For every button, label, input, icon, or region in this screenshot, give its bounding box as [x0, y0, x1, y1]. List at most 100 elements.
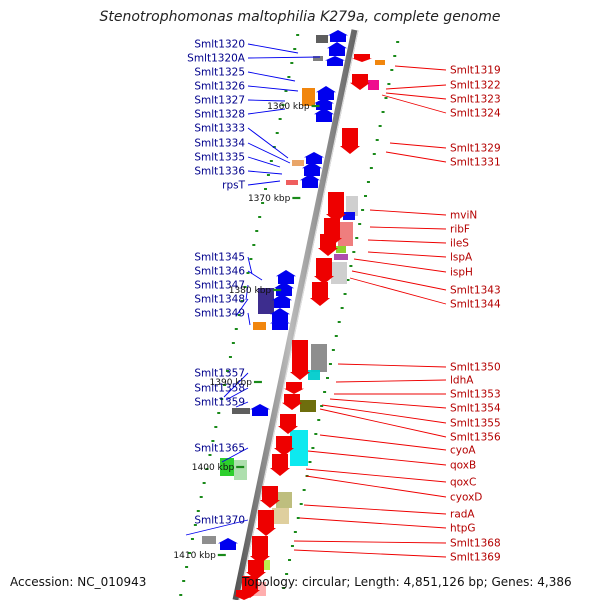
gene-label-smlt1329: Smlt1329 [450, 143, 501, 155]
feature-marker [284, 90, 288, 92]
gene-label-smlt1365: Smlt1365 [194, 443, 245, 455]
gene-arrow-reverse [282, 394, 302, 410]
feature-marker [249, 258, 253, 260]
feature-marker [196, 510, 200, 512]
gene-label-smlt1369: Smlt1369 [450, 552, 501, 564]
feature-block [316, 35, 328, 43]
label-leader [319, 434, 447, 451]
gene-label-smlt1323: Smlt1323 [450, 94, 501, 106]
feature-marker [299, 503, 303, 505]
feature-marker [255, 230, 259, 232]
gene-label-smlt1349: Smlt1349 [194, 308, 245, 320]
gene-arrow-forward [270, 318, 290, 330]
feature-block [302, 88, 315, 106]
feature-marker [246, 272, 250, 274]
label-leader [293, 540, 447, 544]
gene-label-lspa: lspA [450, 252, 473, 264]
label-leader [247, 71, 296, 82]
feature-marker [296, 34, 300, 36]
label-leader [353, 258, 447, 273]
feature-block [338, 222, 353, 246]
gene-arrow-forward [316, 86, 336, 100]
genome-backbone [232, 29, 359, 600]
label-leader [223, 372, 249, 398]
gene-label-smlt1353: Smlt1353 [450, 389, 501, 401]
feature-block [334, 254, 348, 260]
feature-block [300, 400, 316, 412]
gene-arrow-reverse [256, 510, 276, 536]
feature-marker [369, 167, 373, 169]
label-leader [247, 170, 283, 175]
feature-marker [290, 545, 294, 547]
gene-arrow-reverse [246, 560, 266, 580]
gene-arrow-reverse [270, 454, 290, 476]
gene-label-smlt1334: Smlt1334 [194, 138, 245, 150]
gene-arrow-forward [300, 174, 320, 188]
feature-marker [269, 160, 273, 162]
feature-marker [328, 363, 332, 365]
label-leader [381, 94, 447, 114]
gene-label-smlt1348: Smlt1348 [194, 294, 245, 306]
gene-arrow-forward [270, 308, 290, 322]
label-leader [247, 127, 289, 159]
label-leader [394, 65, 447, 71]
kbp-ticks: 1360 kbp 1370 kbp 1380 kbp 1390 kbp 1400 kbp… [173, 102, 320, 561]
gene-arrow-reverse [350, 74, 370, 90]
gene-arrows [218, 30, 372, 600]
feature-marker [278, 118, 282, 120]
kbp-tick-label: 1370 kbp [248, 194, 291, 204]
feature-marker [320, 405, 324, 407]
gene-label-smlt1344: Smlt1344 [450, 299, 501, 311]
feature-marker [261, 202, 265, 204]
gene-arrow-reverse [290, 340, 310, 380]
feature-marker [358, 223, 362, 225]
label-leader [307, 450, 447, 466]
feature-block [311, 344, 327, 372]
feature-block [290, 430, 308, 466]
feature-marker [317, 419, 321, 421]
gene-label-smlt1336: Smlt1336 [194, 166, 245, 178]
feature-marker [352, 251, 356, 253]
gene-label-smlt1331: Smlt1331 [450, 157, 501, 169]
feature-marker [293, 531, 297, 533]
gene-label-qoxc: qoxC [450, 477, 476, 489]
feature-marker [285, 573, 289, 575]
gene-label-smlt1347: Smlt1347 [194, 280, 245, 292]
feature-marker [193, 524, 197, 526]
label-leader [385, 151, 447, 163]
label-leader [349, 277, 447, 305]
label-leader [185, 519, 249, 536]
feature-marker [223, 384, 227, 386]
label-leader [337, 363, 447, 368]
feature-marker [211, 440, 215, 442]
gene-label-isph: ispH [450, 267, 473, 279]
label-leader [247, 312, 251, 326]
label-leader [247, 270, 263, 281]
feature-marker [199, 496, 203, 498]
feature-marker [396, 41, 400, 43]
feature-marker [234, 328, 238, 330]
gene-label-cyoxd: cyoxD [450, 492, 482, 504]
gene-label-cyoa: cyoA [450, 445, 476, 457]
label-leader [351, 270, 447, 291]
feature-marker [302, 489, 306, 491]
feature-marker [240, 300, 244, 302]
feature-marker [326, 377, 330, 379]
feature-marker [384, 97, 388, 99]
feature-marker [314, 433, 318, 435]
label-leader [247, 56, 321, 59]
feature-marker [231, 342, 235, 344]
label-leader [389, 142, 447, 149]
gene-label-smlt1359: Smlt1359 [194, 397, 245, 409]
gene-label-ldha: ldhA [450, 375, 474, 387]
feature-block [220, 458, 234, 476]
feature-marker [366, 181, 370, 183]
feature-block [346, 196, 358, 216]
feature-marker [266, 174, 270, 176]
label-leader [321, 404, 447, 424]
label-leader [235, 298, 249, 317]
kbp-tick-label: 1380 kbp [229, 286, 272, 296]
gene-arrow-reverse [250, 536, 270, 564]
gene-label-rpst: rpsT [222, 180, 245, 192]
label-leader [385, 92, 447, 100]
